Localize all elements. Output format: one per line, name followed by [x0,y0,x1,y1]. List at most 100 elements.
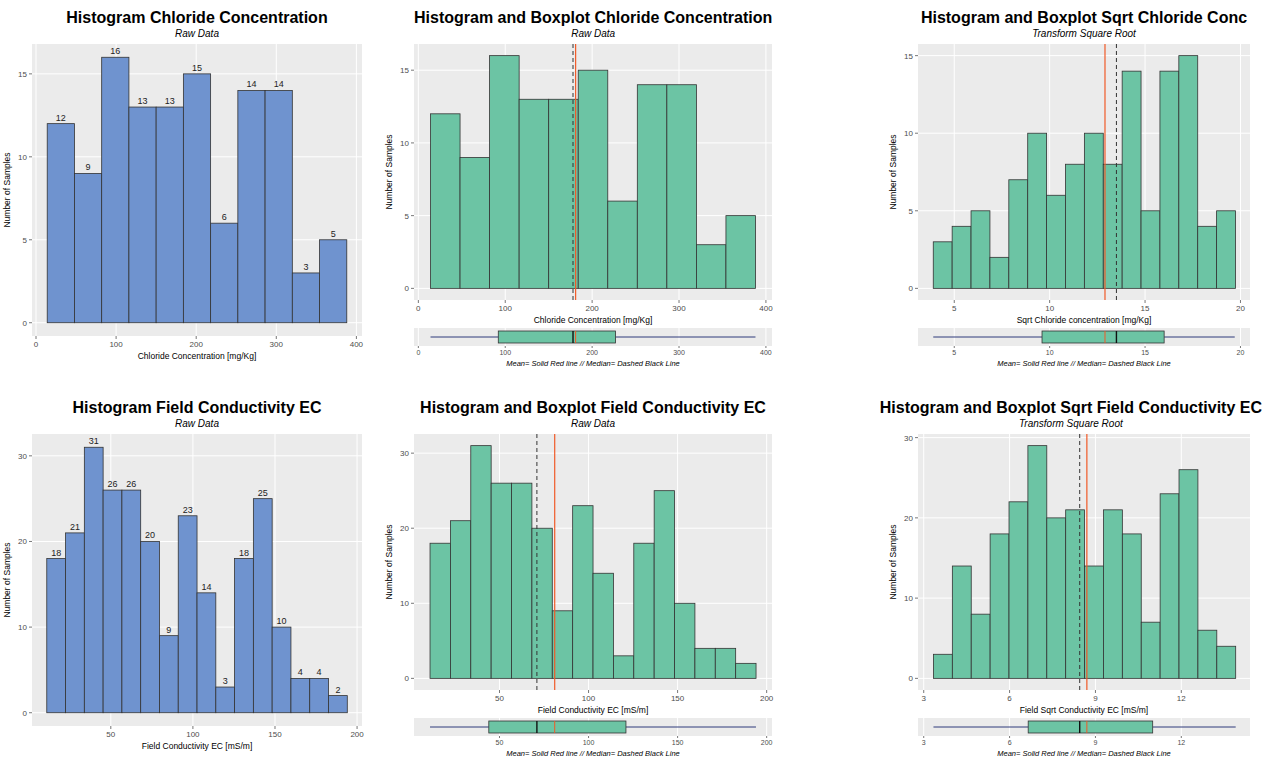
bar [695,648,715,678]
tick [915,133,918,134]
tick-label: 150 [268,730,282,739]
bar [1103,510,1122,679]
x-axis-title: Field Sqrt Conductivity EC [mS/m] [1020,705,1148,715]
grid-line [766,434,767,690]
tick [915,55,918,56]
bar [990,257,1009,288]
box-median [1116,331,1117,343]
bar [66,533,85,713]
tick-label: 400 [760,349,772,356]
box [1028,721,1153,733]
tick-label: 6 [1008,739,1012,746]
mean-line [1104,44,1105,300]
tick-label: 20 [1237,349,1245,356]
bar [291,678,310,712]
tick [411,288,414,289]
tick [29,239,32,240]
box-median [1079,721,1080,733]
tick-label: 0 [23,709,28,718]
bar [183,74,210,323]
grid-line [918,437,1250,438]
tick [1049,300,1050,303]
panel: 010203050100150200Field Conductivity EC … [384,399,774,758]
grid-line [765,328,766,346]
data-label: 14 [201,582,211,592]
box-mean [554,721,555,733]
y-axis-title: Number of Samples [888,524,898,599]
box [1042,331,1164,343]
data-label: 21 [70,522,80,532]
data-label: 9 [166,625,171,635]
tick-label: 50 [496,739,504,746]
grid-line [766,718,767,736]
tick-label: 200 [585,304,599,313]
bar [211,223,238,323]
grid-line [414,453,772,454]
marks [431,44,756,300]
tick-label: 6 [1007,694,1012,703]
tick-label: 15 [1141,304,1150,313]
tick-label: 10 [400,599,409,608]
box-median [536,721,537,733]
tick [274,726,275,729]
bar [329,696,348,713]
bar [1122,534,1141,678]
whisker [933,337,1042,338]
bar [519,99,549,288]
tick-label: 100 [583,739,595,746]
box-mean [1086,721,1087,733]
bar [1065,164,1084,288]
plot-background [414,434,772,690]
boxplot-background [414,328,772,346]
data-label: 4 [317,667,322,677]
bar [430,543,450,678]
tick [276,336,277,339]
plot-background [918,434,1250,690]
tick [1145,346,1146,348]
tick-label: 30 [18,452,27,461]
data-label: 5 [331,229,336,239]
tick [36,336,37,339]
bar [197,593,216,713]
tick-label: 9 [1093,694,1098,703]
tick [915,288,918,289]
tick-label: 5 [405,212,410,221]
bar [1160,494,1179,679]
tick-label: 15 [1141,349,1149,356]
bar [654,491,674,679]
tick-label: 100 [109,340,123,349]
tick [766,690,767,693]
data-label: 20 [145,530,155,540]
grid-line [923,434,924,690]
tick [1009,736,1010,738]
bar [971,211,990,289]
data-label: 13 [138,96,148,106]
tick-label: 3 [922,739,926,746]
data-label: 3 [303,262,308,272]
whisker [1164,337,1235,338]
bar [310,678,329,712]
box [489,721,626,733]
bar [726,216,756,289]
bar [933,242,952,289]
bar [122,490,141,713]
panel: 1821312626209231431825104420102030501001… [2,399,364,751]
tick [592,300,593,303]
tick-label: 10 [400,139,409,148]
tick [116,336,117,339]
tick [196,336,197,339]
grid-line [923,718,924,736]
data-label: 6 [222,212,227,222]
bar [933,654,952,678]
bar [675,603,695,678]
box [498,331,615,343]
tick [499,736,500,738]
tick [29,73,32,74]
tick [588,690,589,693]
bar [159,636,178,713]
marks [47,447,348,712]
bar [1217,211,1236,289]
bar [593,573,613,678]
y-axis-title: Number of Samples [384,524,394,599]
tick-label: 5 [909,207,914,216]
